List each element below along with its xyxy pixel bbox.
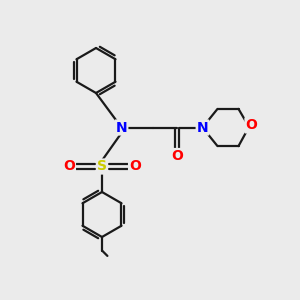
Text: N: N (197, 121, 208, 134)
Text: S: S (97, 160, 107, 173)
Text: O: O (63, 160, 75, 173)
Text: O: O (129, 160, 141, 173)
Text: N: N (116, 121, 127, 134)
Text: O: O (171, 149, 183, 163)
Text: O: O (245, 118, 257, 132)
